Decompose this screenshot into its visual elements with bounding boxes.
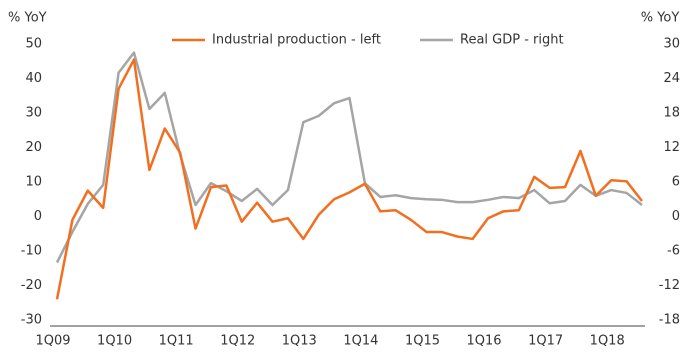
y-tick-label: 0 (34, 209, 42, 224)
y-tick-label: 10 (25, 175, 42, 190)
x-tick-label: 1Q12 (220, 334, 255, 349)
series-line (55, 58, 643, 300)
y-tick-label: 40 (25, 71, 42, 86)
y2-tick-label: 18 (663, 106, 680, 121)
y2-tick-label: 24 (663, 71, 680, 86)
y-tick-label: -10 (21, 244, 42, 259)
y-axis-title: % YoY (8, 11, 47, 26)
x-tick-label: 1Q15 (405, 334, 440, 349)
legend-label: Real GDP - right (460, 33, 564, 48)
y2-tick-label: 6 (672, 175, 680, 190)
x-tick-label: 1Q11 (159, 334, 194, 349)
y-tick-label: -20 (21, 278, 42, 293)
y-tick-label: 30 (25, 106, 42, 121)
x-tick-label: 1Q10 (97, 334, 132, 349)
x-tick-label: 1Q16 (467, 334, 502, 349)
x-tick-label: 1Q18 (590, 334, 625, 349)
y2-tick-label: 0 (672, 209, 680, 224)
y-tick-label: 50 (25, 37, 42, 52)
x-tick-label: 1Q09 (35, 334, 70, 349)
y2-tick-label: -12 (659, 278, 680, 293)
y2-tick-label: -6 (667, 244, 680, 259)
y2-axis-title: % YoY (641, 11, 680, 26)
x-tick-label: 1Q13 (282, 334, 317, 349)
legend-label: Industrial production - left (212, 33, 381, 48)
x-tick-label: 1Q14 (343, 334, 378, 349)
x-tick-label: 1Q17 (528, 334, 563, 349)
y-tick-label: 20 (25, 140, 42, 155)
y2-tick-label: 30 (663, 37, 680, 52)
y-tick-label: -30 (21, 313, 42, 328)
y2-tick-label: -18 (659, 313, 680, 328)
series-line (55, 51, 643, 264)
y2-tick-label: 12 (663, 140, 680, 155)
